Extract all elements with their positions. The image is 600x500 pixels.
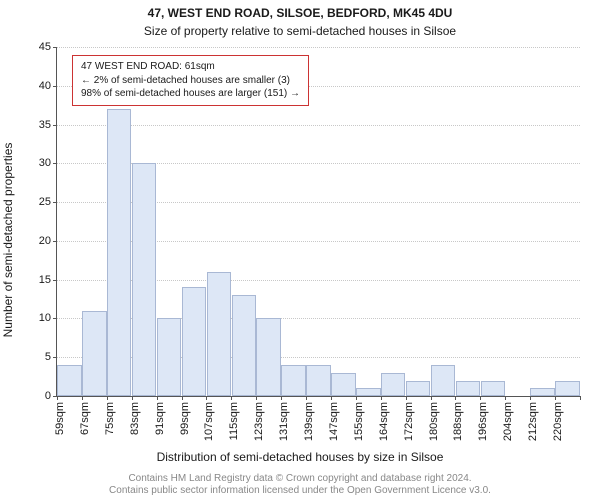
histogram-bar xyxy=(431,365,455,396)
gridline xyxy=(57,47,580,48)
y-tick xyxy=(53,47,57,48)
histogram-bar xyxy=(530,388,554,396)
histogram-bar xyxy=(356,388,380,396)
x-tick xyxy=(431,396,432,400)
x-tick-label: 139sqm xyxy=(303,402,315,441)
x-tick xyxy=(206,396,207,400)
histogram-bar xyxy=(57,365,81,396)
y-tick-label: 20 xyxy=(39,235,51,247)
histogram-bar xyxy=(232,295,256,396)
y-tick xyxy=(53,241,57,242)
histogram-bar xyxy=(331,373,355,396)
x-tick xyxy=(530,396,531,400)
y-tick-label: 30 xyxy=(39,157,51,169)
x-tick xyxy=(182,396,183,400)
x-tick xyxy=(381,396,382,400)
x-axis-label: Distribution of semi-detached houses by … xyxy=(0,450,600,464)
x-tick-label: 212sqm xyxy=(527,402,539,441)
y-tick-label: 35 xyxy=(39,119,51,131)
x-tick-label: 220sqm xyxy=(552,402,564,441)
x-tick-label: 83sqm xyxy=(129,402,141,435)
y-tick xyxy=(53,280,57,281)
x-tick xyxy=(157,396,158,400)
x-tick xyxy=(132,396,133,400)
x-tick-label: 196sqm xyxy=(477,402,489,441)
x-tick-label: 188sqm xyxy=(452,402,464,441)
histogram-bar xyxy=(157,318,181,396)
x-tick-label: 123sqm xyxy=(253,402,265,441)
histogram-bar xyxy=(406,381,430,397)
histogram-bar xyxy=(306,365,330,396)
x-tick xyxy=(281,396,282,400)
x-tick-label: 172sqm xyxy=(403,402,415,441)
x-tick-label: 115sqm xyxy=(228,402,240,440)
y-tick xyxy=(53,86,57,87)
x-tick xyxy=(505,396,506,400)
x-tick-label: 147sqm xyxy=(328,402,340,441)
x-tick-label: 99sqm xyxy=(179,402,191,435)
x-tick xyxy=(406,396,407,400)
x-tick-label: 91sqm xyxy=(154,402,166,435)
x-tick xyxy=(331,396,332,400)
y-tick-label: 0 xyxy=(45,390,51,402)
x-tick xyxy=(455,396,456,400)
y-tick-label: 5 xyxy=(45,351,51,363)
histogram-bar xyxy=(182,287,206,396)
x-tick-label: 204sqm xyxy=(502,402,514,441)
x-tick-label: 67sqm xyxy=(79,402,91,435)
y-tick xyxy=(53,202,57,203)
y-tick xyxy=(53,163,57,164)
y-axis-label: Number of semi-detached properties xyxy=(1,143,15,338)
histogram-bar xyxy=(107,109,131,396)
y-tick-label: 15 xyxy=(39,274,51,286)
y-tick-label: 10 xyxy=(39,312,51,324)
y-tick-label: 40 xyxy=(39,80,51,92)
gridline xyxy=(57,125,580,126)
x-tick-label: 180sqm xyxy=(428,402,440,441)
x-tick xyxy=(480,396,481,400)
footer-line2: Contains public sector information licen… xyxy=(0,485,600,496)
histogram-bar xyxy=(281,365,305,396)
x-tick-label: 131sqm xyxy=(278,402,290,441)
x-tick xyxy=(107,396,108,400)
x-tick-label: 75sqm xyxy=(104,402,116,435)
x-tick-label: 107sqm xyxy=(203,402,215,441)
info-box: 47 WEST END ROAD: 61sqm← 2% of semi-deta… xyxy=(72,55,309,106)
histogram-bar xyxy=(256,318,280,396)
x-tick xyxy=(82,396,83,400)
x-tick xyxy=(555,396,556,400)
x-tick xyxy=(57,396,58,400)
x-tick-label: 164sqm xyxy=(378,402,390,441)
x-tick xyxy=(356,396,357,400)
x-tick-label: 155sqm xyxy=(353,402,365,441)
x-tick xyxy=(231,396,232,400)
chart-title-line2: Size of property relative to semi-detach… xyxy=(0,24,600,38)
y-tick xyxy=(53,357,57,358)
x-tick xyxy=(580,396,581,400)
y-tick xyxy=(53,318,57,319)
x-tick xyxy=(306,396,307,400)
y-tick-label: 25 xyxy=(39,196,51,208)
histogram-bar xyxy=(555,381,579,397)
info-box-line: ← 2% of semi-detached houses are smaller… xyxy=(81,74,300,88)
x-tick xyxy=(256,396,257,400)
info-box-line: 98% of semi-detached houses are larger (… xyxy=(81,87,300,101)
footer-line1: Contains HM Land Registry data © Crown c… xyxy=(0,473,600,484)
histogram-bar xyxy=(207,272,231,396)
histogram-bar xyxy=(456,381,480,397)
y-tick xyxy=(53,125,57,126)
x-tick-label: 59sqm xyxy=(54,402,66,435)
histogram-bar xyxy=(381,373,405,396)
histogram-bar xyxy=(481,381,505,397)
y-tick-label: 45 xyxy=(39,41,51,53)
chart-title-line1: 47, WEST END ROAD, SILSOE, BEDFORD, MK45… xyxy=(0,6,600,20)
histogram-bar xyxy=(132,163,156,396)
histogram-bar xyxy=(82,311,106,396)
info-box-line: 47 WEST END ROAD: 61sqm xyxy=(81,60,300,74)
